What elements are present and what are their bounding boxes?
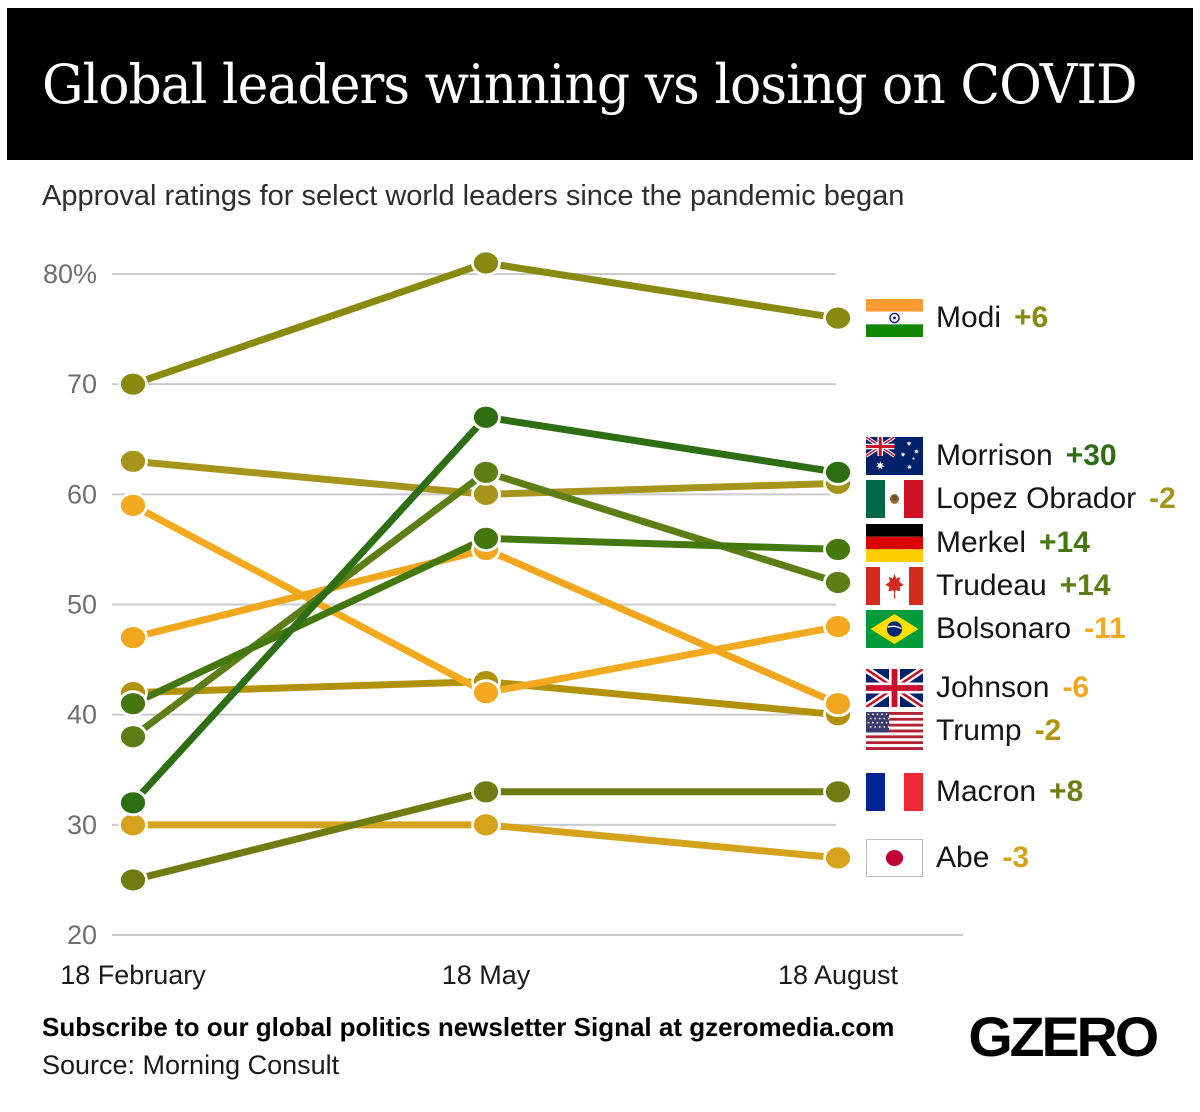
- point-lopez-obrador-0: [118, 447, 148, 475]
- leader-change: -11: [1084, 612, 1126, 646]
- leader-change: -2: [1149, 482, 1176, 516]
- point-merkel-2: [823, 536, 853, 563]
- point-macron-1: [471, 778, 501, 806]
- leader-name: Bolsonaro: [936, 612, 1072, 646]
- legend-row-johnson: Johnson -6: [866, 668, 1090, 707]
- leader-change: +30: [1065, 439, 1117, 473]
- point-merkel-1: [471, 525, 501, 552]
- legend-row-trump: Trump -2: [866, 711, 1062, 750]
- point-morrison-0: [118, 789, 148, 817]
- x-tick-label: 18 May: [442, 960, 531, 990]
- series-line-modi: [131, 259, 839, 388]
- leader-change: +14: [1059, 569, 1111, 603]
- y-tick-label: 60: [67, 479, 97, 509]
- leader-name: Morrison: [936, 439, 1053, 473]
- india-flag-icon: [866, 299, 923, 338]
- subscribe-text: Subscribe to our global politics newslet…: [42, 1012, 895, 1042]
- x-tick-label: 18 August: [778, 960, 899, 990]
- chart-subtitle: Approval ratings for select world leader…: [42, 180, 905, 212]
- leader-name: Trump: [936, 713, 1022, 747]
- leader-name: Merkel: [936, 526, 1027, 560]
- point-abe-1: [471, 811, 501, 839]
- point-johnson-0: [118, 624, 148, 651]
- legend-row-abe: Abe -3: [866, 838, 1030, 877]
- leader-change: +14: [1039, 526, 1090, 560]
- legend-row-bolsonaro: Bolsonaro -11: [866, 610, 1126, 649]
- y-tick-label: 50: [67, 590, 97, 620]
- point-macron-0: [118, 866, 148, 894]
- leader-change: -2: [1034, 713, 1062, 747]
- germany-flag-icon: [866, 524, 923, 563]
- point-bolsonaro-2: [823, 613, 853, 640]
- point-morrison-1: [471, 403, 501, 431]
- france-flag-icon: [866, 772, 923, 811]
- australia-flag-icon: [866, 437, 923, 476]
- point-morrison-2: [823, 458, 853, 486]
- leader-change: +6: [1014, 301, 1049, 335]
- point-modi-1: [471, 249, 501, 277]
- title-band: Global leaders winning vs losing on COVI…: [7, 8, 1193, 160]
- leader-name: Modi: [936, 301, 1002, 335]
- x-tick-label: 18 February: [60, 960, 206, 990]
- leader-name: Trudeau: [936, 569, 1047, 603]
- point-macron-2: [823, 778, 853, 806]
- uk-flag-icon: [866, 668, 923, 707]
- point-modi-2: [823, 304, 853, 332]
- point-bolsonaro-1: [471, 679, 501, 707]
- point-trudeau-1: [471, 458, 501, 486]
- usa-flag-icon: [866, 711, 923, 750]
- point-lopez-obrador-1: [471, 480, 501, 508]
- leader-name: Macron: [936, 774, 1037, 808]
- mexico-flag-icon: [866, 480, 923, 519]
- legend-row-lopez-obrador: Lopez Obrador -2: [866, 480, 1176, 519]
- leader-change: -3: [1002, 840, 1030, 874]
- y-tick-label: 40: [67, 700, 97, 730]
- legend-row-macron: Macron +8: [866, 772, 1084, 811]
- legend-row-merkel: Merkel +14: [866, 524, 1090, 563]
- leader-name: Lopez Obrador: [936, 482, 1137, 516]
- leader-change: -6: [1062, 670, 1090, 704]
- y-tick-label: 80%: [43, 259, 97, 289]
- japan-flag-icon: [866, 838, 923, 877]
- canada-flag-icon: [866, 567, 923, 606]
- source-text: Source: Morning Consult: [42, 1050, 340, 1080]
- point-johnson-2: [823, 690, 853, 718]
- point-trudeau-0: [118, 723, 148, 751]
- y-tick-label: 30: [67, 810, 97, 840]
- page-title: Global leaders winning vs losing on COVI…: [42, 52, 1138, 116]
- point-modi-0: [118, 370, 148, 398]
- leader-name: Johnson: [936, 670, 1050, 704]
- gzero-logo: GZERO: [968, 1005, 1159, 1068]
- leader-name: Abe: [936, 840, 990, 874]
- legend-row-trudeau: Trudeau +14: [866, 567, 1111, 606]
- footer: Subscribe to our global politics newslet…: [0, 1000, 1200, 1112]
- legend-row-morrison: Morrison +30: [866, 437, 1117, 476]
- point-bolsonaro-0: [118, 491, 148, 519]
- legend-row-modi: Modi +6: [866, 299, 1049, 338]
- point-merkel-0: [118, 690, 148, 718]
- point-trudeau-2: [823, 569, 853, 596]
- brazil-flag-icon: [866, 610, 923, 649]
- leader-change: +8: [1049, 774, 1084, 808]
- point-abe-2: [823, 844, 853, 872]
- point-abe-0: [118, 811, 148, 839]
- y-tick-label: 20: [67, 920, 97, 950]
- y-tick-label: 70: [67, 369, 97, 399]
